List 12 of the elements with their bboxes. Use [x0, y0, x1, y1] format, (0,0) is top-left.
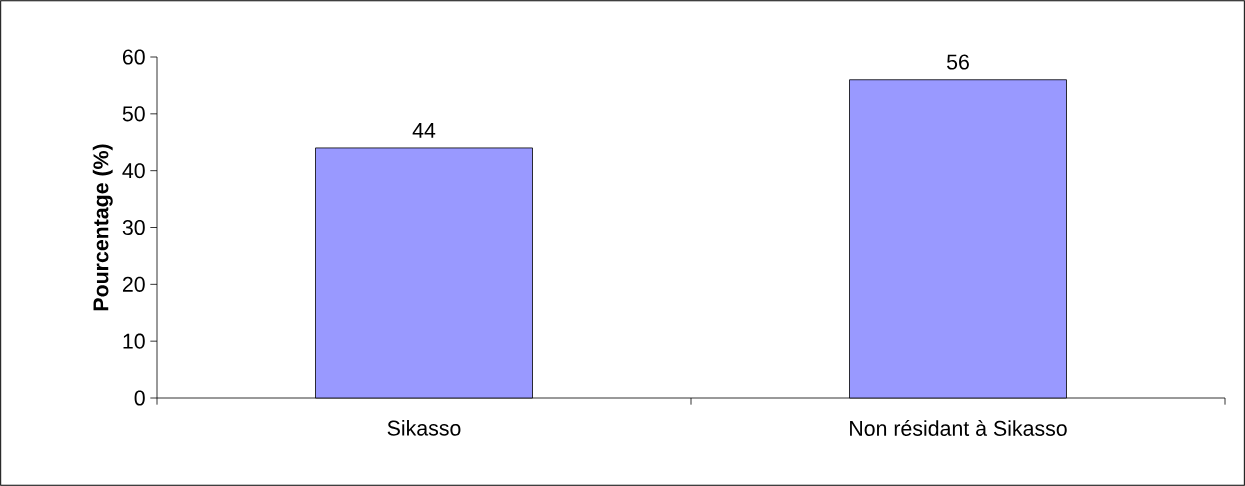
y-tick-label: 10 [123, 333, 145, 349]
data-label: 44 [412, 123, 436, 138]
y-tick-label: 20 [122, 276, 145, 292]
y-tick-label: 50 [122, 106, 145, 122]
y-tick-label: 40 [122, 163, 145, 179]
x-tick-label: Non résidant à Sikasso [850, 420, 1067, 436]
y-tick-label: 30 [122, 219, 145, 236]
y-axis-title: Pourcentage (%) [92, 144, 113, 311]
x-tick-label: Sikasso [387, 420, 461, 436]
y-tick-label: 0 [134, 390, 145, 406]
y-tick-label: 60 [122, 49, 145, 65]
data-label: 56 [947, 54, 969, 70]
